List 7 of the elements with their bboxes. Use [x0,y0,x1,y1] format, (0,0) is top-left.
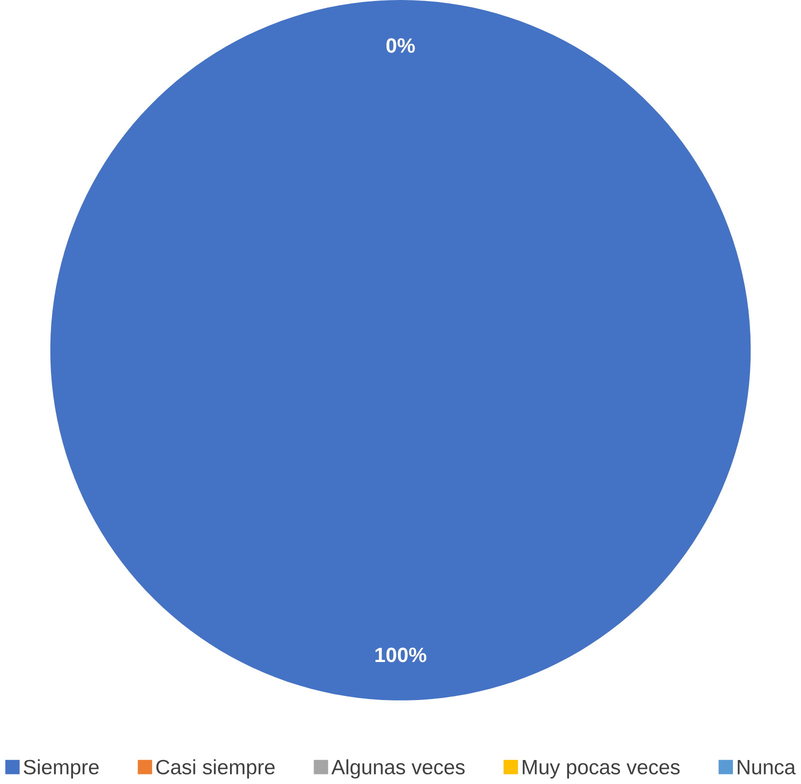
legend-label: Nunca [738,760,796,775]
legend-label: Algunas veces [331,759,465,779]
legend-label: Muy pocas veces [522,760,680,779]
data-label: 100% [375,648,426,662]
legend-label: Siempre [24,759,99,779]
text: 0% [386,38,415,53]
legend-label: Casi siempre [156,759,275,779]
